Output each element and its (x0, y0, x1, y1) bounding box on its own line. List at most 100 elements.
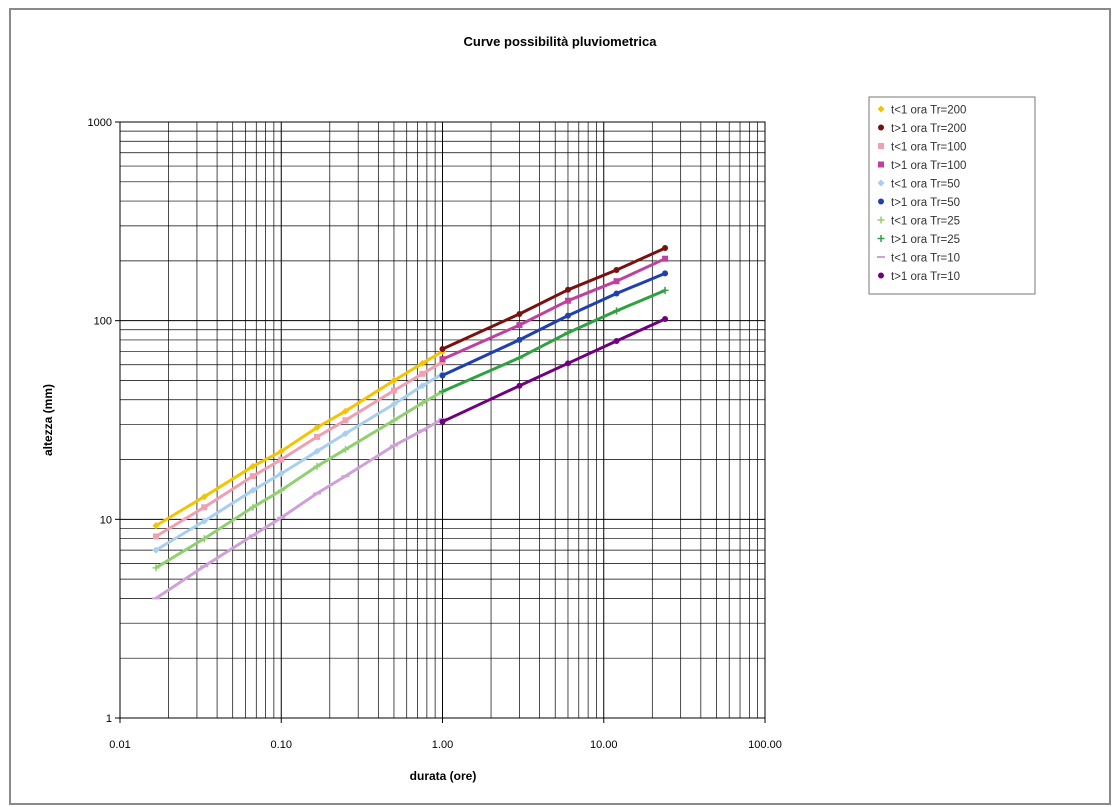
series-8 (151, 417, 447, 600)
data-point (200, 493, 208, 501)
data-point (313, 447, 321, 455)
data-point (277, 486, 285, 494)
series-1 (439, 245, 669, 353)
y-tick-label: 1000 (88, 117, 112, 129)
legend-item: t<1 ora Tr=10 (877, 253, 960, 265)
legend-marker (877, 216, 885, 224)
series-7 (439, 286, 669, 396)
legend-item: t>1 ora Tr=10 (878, 271, 960, 283)
series-line (155, 360, 444, 538)
legend-item: t<1 ora Tr=50 (877, 179, 960, 191)
legend-marker (877, 235, 885, 242)
legend-item: t<1 ora Tr=100 (878, 142, 966, 154)
data-point (201, 504, 208, 511)
series-line (155, 372, 444, 552)
data-point (613, 266, 620, 273)
x-tick-label: 100.00 (748, 739, 782, 751)
series-line (441, 289, 666, 393)
y-tick-label: 10 (100, 514, 112, 526)
x-tick-label: 1.00 (432, 739, 453, 751)
data-point (152, 564, 160, 572)
data-point (249, 462, 257, 470)
data-point (342, 417, 349, 424)
legend-item: t>1 ora Tr=100 (878, 160, 966, 172)
data-point (418, 382, 426, 390)
data-point (418, 359, 426, 367)
series-line (155, 350, 444, 527)
data-point (152, 522, 160, 530)
legend-label: t<1 ora Tr=10 (891, 253, 960, 265)
legend-marker (877, 105, 885, 113)
x-tick-label: 0.10 (271, 739, 292, 751)
data-point (419, 370, 426, 377)
series-9 (439, 315, 669, 425)
legend-label: t>1 ora Tr=50 (891, 197, 960, 209)
legend-marker (878, 198, 884, 205)
data-point (152, 546, 160, 554)
data-point (515, 354, 523, 362)
data-point (390, 416, 398, 424)
legend-label: t>1 ora Tr=10 (891, 271, 960, 283)
data-point (661, 286, 669, 294)
data-point (249, 503, 257, 511)
data-point (613, 338, 620, 345)
data-point (249, 486, 257, 494)
data-point (564, 286, 571, 293)
data-point (516, 336, 523, 343)
series-line (155, 417, 444, 600)
data-point (313, 462, 321, 470)
data-point (152, 533, 159, 540)
legend-marker (878, 272, 884, 279)
data-point (341, 445, 349, 453)
legend-marker (878, 143, 884, 149)
data-point (390, 400, 398, 408)
legend-label: t<1 ora Tr=100 (891, 142, 966, 154)
legend-item: t<1 ora Tr=25 (877, 216, 960, 228)
y-tick-label: 100 (94, 316, 112, 328)
data-point (564, 360, 571, 367)
data-point (662, 270, 669, 277)
x-tick-label: 10.00 (590, 739, 618, 751)
legend-marker (877, 179, 885, 187)
legend-item: t>1 ora Tr=50 (878, 197, 960, 209)
data-point (249, 473, 256, 480)
data-point (278, 456, 285, 463)
series-line (441, 272, 666, 377)
data-point (439, 388, 446, 396)
series-line (155, 390, 444, 570)
x-tick-label: 0.01 (109, 739, 130, 751)
x-axis-label: durata (ore) (410, 769, 477, 783)
data-point (516, 311, 523, 318)
y-tick-label: 1 (106, 713, 112, 725)
data-point (390, 376, 398, 384)
data-point (439, 372, 446, 379)
legend-label: t>1 ora Tr=200 (891, 123, 966, 135)
chart-title: Curve possibilità pluviometrica (464, 34, 658, 49)
legend-label: t>1 ora Tr=25 (891, 234, 960, 246)
data-point (200, 535, 208, 543)
data-point (662, 255, 669, 262)
data-point (564, 297, 571, 304)
series-0 (152, 347, 446, 530)
data-point (314, 433, 321, 440)
legend: t<1 ora Tr=200 t>1 ora Tr=200 t<1 ora Tr=1… (868, 96, 1036, 295)
legend-label: t<1 ora Tr=200 (891, 105, 966, 117)
data-point (418, 399, 426, 407)
data-point (277, 447, 285, 455)
series-layer (151, 245, 669, 600)
data-point (613, 290, 620, 297)
legend-item: t>1 ora Tr=25 (877, 234, 960, 246)
data-point (662, 245, 669, 252)
data-point (613, 307, 621, 315)
data-point (439, 418, 446, 425)
legend-marker (878, 161, 884, 168)
series-3 (439, 255, 669, 363)
data-point (277, 470, 285, 478)
data-point (341, 407, 349, 415)
data-point (662, 315, 669, 322)
data-point (516, 382, 523, 389)
axis-ticks: 0.01 0.10 1.00 10.00 100.00 1 10 100 1000 (88, 117, 782, 751)
data-point (564, 329, 572, 337)
data-point (390, 387, 397, 394)
series-line (441, 257, 666, 361)
